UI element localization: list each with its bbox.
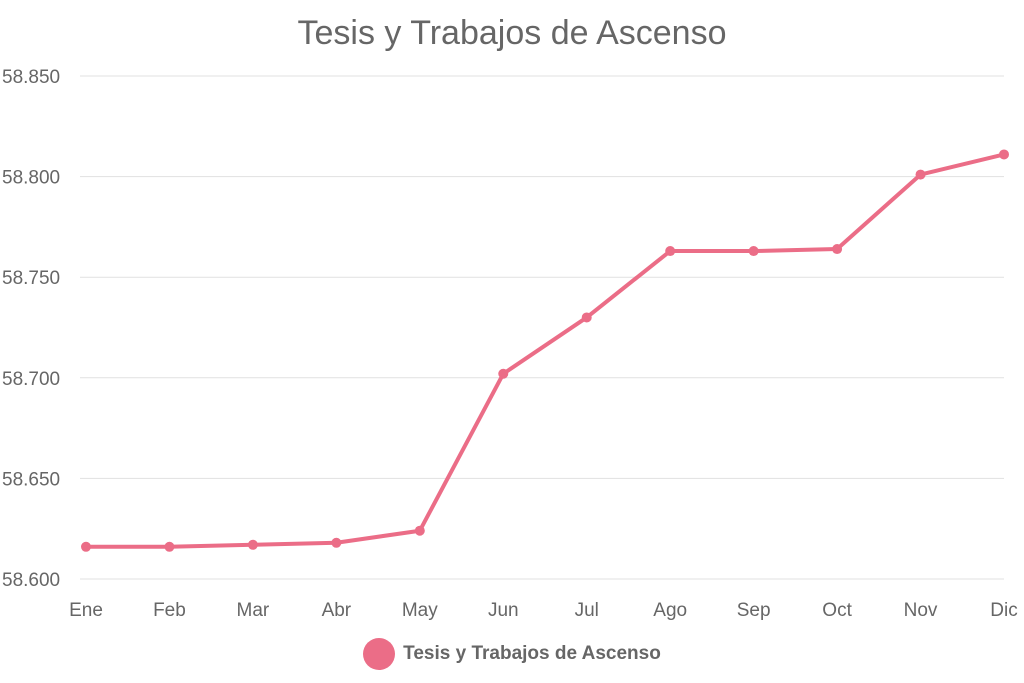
data-point <box>999 149 1009 160</box>
x-tick-label: Sep <box>737 600 771 621</box>
data-point <box>665 246 676 257</box>
x-tick-label: Jun <box>488 600 519 621</box>
legend-label: Tesis y Trabajos de Ascenso <box>403 643 661 664</box>
y-tick-label: 58.800 <box>2 168 60 189</box>
legend[interactable]: Tesis y Trabajos de Ascenso <box>0 638 1024 670</box>
data-point <box>81 541 91 552</box>
data-point <box>331 537 342 548</box>
x-tick-label: Mar <box>237 600 270 621</box>
y-tick-label: 58.850 <box>2 67 60 88</box>
x-tick-label: Ago <box>653 600 687 621</box>
y-tick-label: 58.650 <box>2 469 60 490</box>
chart-title: Tesis y Trabajos de Ascenso <box>297 14 727 52</box>
data-point <box>832 244 843 255</box>
legend-swatch <box>363 638 396 670</box>
data-point <box>414 525 425 536</box>
x-tick-label: Ene <box>69 600 103 621</box>
data-point <box>581 312 592 323</box>
y-tick-label: 58.750 <box>2 268 60 289</box>
y-tick-label: 58.600 <box>2 570 60 591</box>
x-tick-label: Oct <box>822 600 852 621</box>
data-point <box>915 169 926 180</box>
data-point <box>498 368 509 379</box>
x-tick-label: Feb <box>153 600 186 621</box>
data-point <box>748 246 759 257</box>
x-tick-label: Dic <box>990 600 1017 621</box>
x-tick-label: Nov <box>904 600 938 621</box>
x-tick-label: May <box>402 600 438 621</box>
y-tick-label: 58.700 <box>2 369 60 390</box>
series-line <box>86 152 1005 549</box>
data-point <box>247 539 258 550</box>
data-point <box>164 541 175 552</box>
x-tick-label: Jul <box>575 600 599 621</box>
x-tick-label: Abr <box>322 600 352 621</box>
